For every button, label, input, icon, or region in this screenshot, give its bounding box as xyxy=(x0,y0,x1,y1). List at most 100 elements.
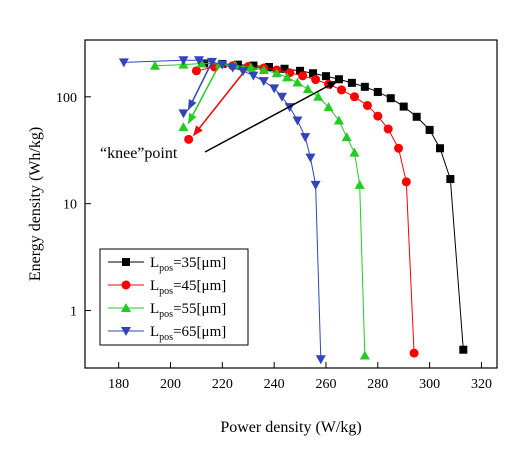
marker xyxy=(300,133,311,143)
legend-label: Lpos=55[μm] xyxy=(150,301,226,320)
marker xyxy=(310,180,321,190)
marker xyxy=(347,78,356,87)
legend-box xyxy=(99,248,249,346)
marker xyxy=(321,72,330,81)
marker xyxy=(323,102,334,112)
marker xyxy=(178,109,189,119)
marker xyxy=(341,132,352,142)
marker xyxy=(298,71,308,81)
series-line xyxy=(204,62,464,350)
marker xyxy=(191,66,201,76)
marker xyxy=(264,63,273,72)
legend-rest: =35[μm] xyxy=(173,255,226,271)
marker xyxy=(333,115,344,125)
marker xyxy=(238,67,249,77)
marker xyxy=(399,102,408,111)
marker xyxy=(248,71,259,81)
legend-sub: pos xyxy=(159,309,173,320)
series-line xyxy=(196,65,415,354)
marker xyxy=(258,65,269,75)
marker xyxy=(184,134,194,144)
marker xyxy=(121,327,131,336)
legend-base: L xyxy=(150,278,159,294)
marker xyxy=(435,144,444,153)
marker xyxy=(249,61,258,70)
y-axis-label: Energy density (Wh/kg) xyxy=(27,127,44,281)
marker xyxy=(271,68,282,78)
marker xyxy=(258,77,269,87)
x-tick-label: 220 xyxy=(212,377,233,392)
x-tick-label: 280 xyxy=(367,377,388,392)
marker xyxy=(118,58,129,68)
marker xyxy=(149,60,160,70)
marker xyxy=(292,116,303,126)
marker xyxy=(360,82,369,91)
marker xyxy=(373,111,383,121)
marker xyxy=(334,75,343,84)
marker xyxy=(296,66,305,75)
marker xyxy=(305,153,316,163)
marker xyxy=(121,303,131,312)
marker xyxy=(362,100,372,110)
legend-sub: pos xyxy=(159,286,173,297)
marker xyxy=(309,69,318,78)
legend-label: Lpos=35[μm] xyxy=(150,255,226,274)
legend-label: Lpos=65[μm] xyxy=(150,324,226,343)
marker xyxy=(227,63,238,73)
legend-rest: =65[μm] xyxy=(173,324,226,340)
plot-frame xyxy=(84,39,498,369)
knee-arrow xyxy=(187,61,213,111)
marker xyxy=(233,60,242,69)
y-tick-label: 1 xyxy=(70,305,77,320)
marker xyxy=(401,177,411,187)
x-tick-label: 260 xyxy=(315,377,336,392)
marker xyxy=(337,85,347,95)
marker xyxy=(121,280,131,290)
marker xyxy=(282,72,293,82)
annotation: “knee”point xyxy=(100,145,178,162)
x-tick-label: 200 xyxy=(160,377,181,392)
legend-base: L xyxy=(150,255,159,271)
marker xyxy=(245,62,256,72)
legend-base: L xyxy=(150,301,159,317)
legend-rest: =55[μm] xyxy=(173,301,226,317)
marker xyxy=(311,75,321,85)
marker xyxy=(276,92,287,102)
marker xyxy=(280,64,289,73)
marker xyxy=(459,345,468,354)
marker xyxy=(196,58,207,68)
marker xyxy=(217,60,228,70)
x-tick-label: 240 xyxy=(264,377,285,392)
marker xyxy=(349,92,359,102)
marker xyxy=(178,122,189,132)
marker xyxy=(425,125,434,134)
legend-sub: pos xyxy=(159,263,173,274)
marker xyxy=(178,56,189,66)
marker xyxy=(412,112,421,121)
marker xyxy=(386,94,395,103)
legend-sub: pos xyxy=(159,332,173,343)
marker xyxy=(359,350,370,360)
marker xyxy=(315,355,326,365)
annotation-arrow xyxy=(204,80,338,153)
marker xyxy=(394,143,404,153)
legend-rest: =45[μm] xyxy=(173,278,226,294)
marker xyxy=(373,87,382,96)
legend-label: Lpos=45[μm] xyxy=(150,278,226,297)
x-tick-label: 180 xyxy=(108,377,129,392)
y-tick-label: 100 xyxy=(56,91,77,106)
marker xyxy=(292,77,303,87)
knee-arrow xyxy=(192,66,249,137)
marker xyxy=(409,348,419,358)
legend-base: L xyxy=(150,324,159,340)
marker xyxy=(446,175,455,184)
knee-arrow xyxy=(187,63,221,125)
marker xyxy=(269,84,280,94)
x-axis-label: Power density (W/kg) xyxy=(220,419,361,436)
y-tick-label: 10 xyxy=(63,198,77,213)
marker xyxy=(313,91,324,101)
marker xyxy=(383,124,393,134)
x-tick-label: 320 xyxy=(471,377,492,392)
marker xyxy=(354,179,365,189)
